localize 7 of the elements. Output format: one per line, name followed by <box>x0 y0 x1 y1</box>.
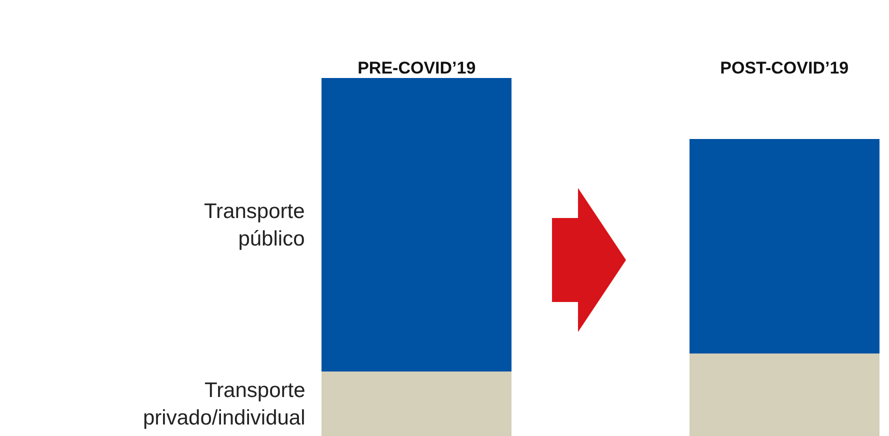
bar <box>690 138 880 354</box>
series-label: Transporte privado/individual <box>143 379 306 430</box>
series-label: Transporte público <box>204 200 305 250</box>
bar <box>322 372 512 436</box>
x-tick-label: POST-COVID’19 <box>720 58 849 78</box>
x-tick-label: PRE-COVID’19 <box>358 58 476 78</box>
bar <box>690 354 880 436</box>
